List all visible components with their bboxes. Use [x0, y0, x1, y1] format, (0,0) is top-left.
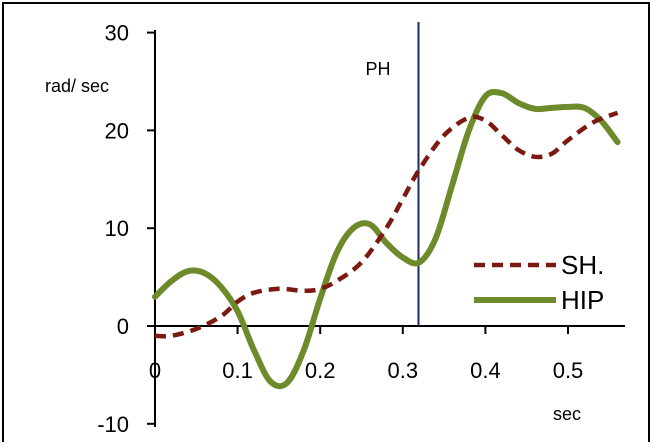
- y-tick-label: 20: [105, 118, 129, 143]
- legend-label-hip: HIP: [561, 285, 604, 315]
- y-ticks: -10 0 10 20 30: [97, 21, 155, 437]
- x-axis: 0 0.1 0.2 0.3 0.4 0.5: [149, 325, 625, 383]
- ph-marker-label: PH: [365, 59, 390, 79]
- series-line-sh: [154, 110, 619, 339]
- y-tick-label: 10: [105, 216, 129, 241]
- y-tick-label: 30: [105, 21, 129, 46]
- series-layer: [152, 88, 621, 390]
- x-tick-label: 0.1: [222, 358, 253, 383]
- y-tick-label: 0: [117, 314, 129, 339]
- x-tick-label: 0: [149, 358, 161, 383]
- legend-label-sh: SH.: [561, 250, 604, 280]
- y-axis: -10 0 10 20 30: [97, 21, 156, 437]
- y-axis-label: rad/ sec: [45, 76, 109, 96]
- y-tick-label: -10: [97, 412, 129, 437]
- series-line-hip: [152, 88, 621, 390]
- x-tick-label: 0.3: [388, 358, 419, 383]
- annotation: PH: [365, 22, 420, 326]
- x-tick-label: 0.2: [305, 358, 336, 383]
- x-tick-label: 0.5: [553, 358, 584, 383]
- x-tick-label: 0.4: [470, 358, 501, 383]
- x-axis-label: sec: [553, 404, 581, 424]
- legend: SH. HIP: [474, 250, 604, 315]
- chart-frame: [2, 2, 650, 442]
- x-ticks: 0 0.1 0.2 0.3 0.4 0.5: [149, 326, 583, 383]
